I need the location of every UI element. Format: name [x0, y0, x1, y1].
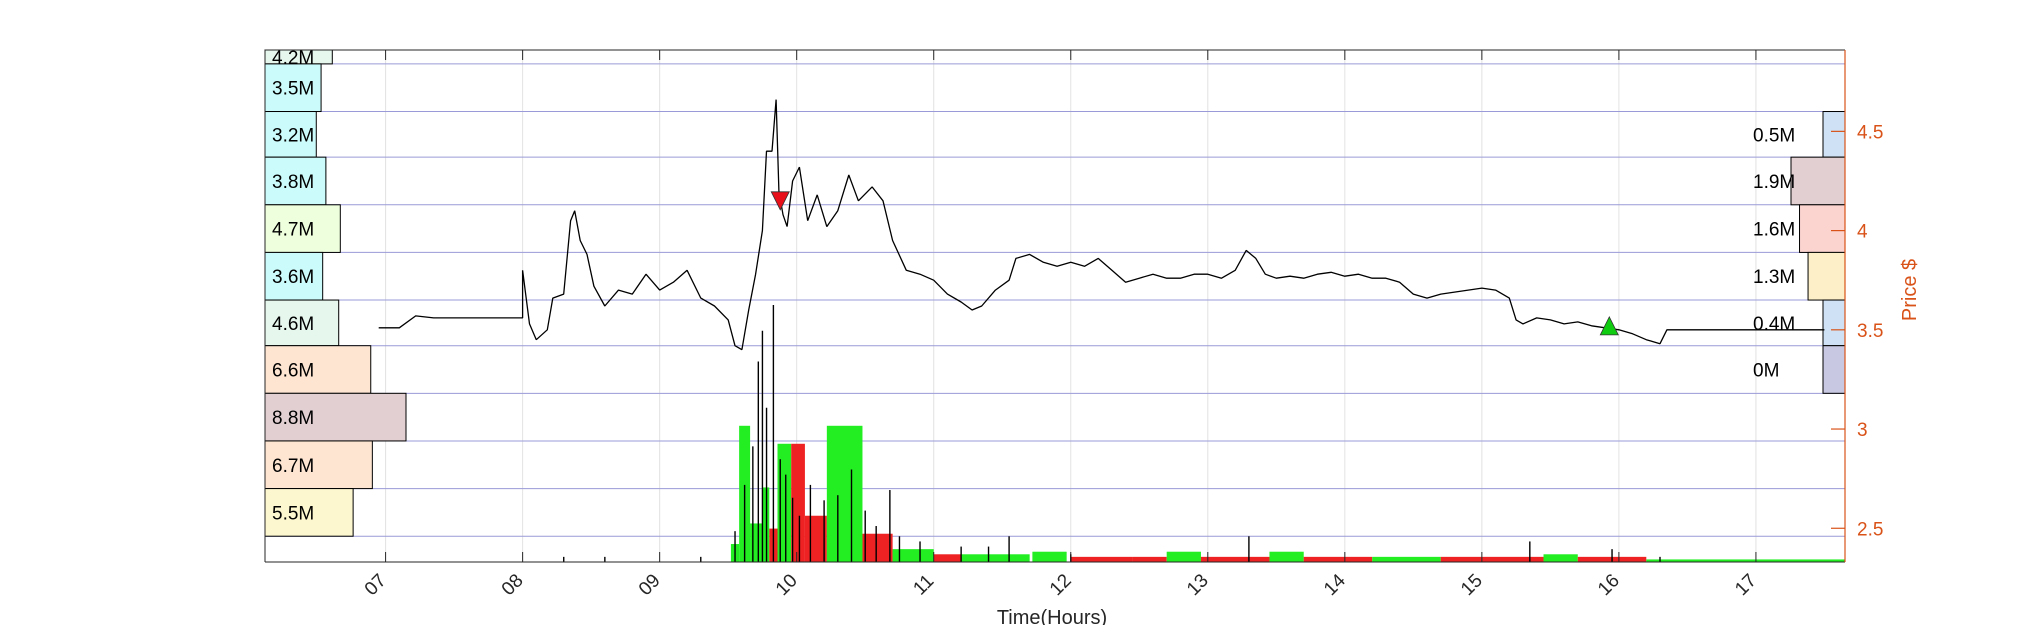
left-profile-bar — [264, 63, 322, 113]
volume-bar — [1646, 559, 1845, 562]
x-tick-label: 15 — [1457, 570, 1487, 600]
left-profile-label: 3.6M — [272, 267, 314, 288]
x-tick-label: 10 — [772, 570, 802, 600]
volume-bar — [892, 549, 934, 562]
right-profile-bar — [1807, 251, 1846, 301]
right-profile-bar — [1822, 111, 1846, 158]
y-tick-label: 4 — [1857, 222, 1868, 243]
left-profile-label: 5.5M — [272, 503, 314, 524]
x-tick-label: 13 — [1183, 570, 1213, 600]
left-profile-bar — [264, 440, 373, 490]
right-profile-bar — [1790, 156, 1846, 206]
left-profile-label: 3.5M — [272, 79, 314, 100]
right-profile-bar — [1822, 345, 1846, 394]
volume-bar — [1032, 551, 1067, 562]
left-profile-label: 4.6M — [272, 314, 314, 335]
right-profile-label: 0.4M — [1753, 314, 1795, 335]
volume-bar — [1269, 551, 1304, 562]
volume-bar — [1440, 556, 1544, 562]
buy-marker — [1599, 315, 1619, 336]
volume-bar — [1543, 554, 1578, 562]
left-profile-bar — [264, 488, 354, 537]
left-profile-bar — [264, 392, 407, 442]
y-tick-label: 3 — [1857, 420, 1868, 441]
left-profile-label: 6.7M — [272, 456, 314, 477]
right-profile-label: 1.9M — [1753, 172, 1795, 193]
volume-bar — [1070, 556, 1133, 562]
axes: 07 08 09 10 11 12 13 14 15 16 17 2.5 3 3.5 4 4.5 — [264, 49, 1883, 600]
y-tick-label: 2.5 — [1857, 519, 1883, 540]
left-profile-bar — [264, 156, 327, 206]
volume-bar — [750, 523, 763, 562]
right-profile-label: 1.6M — [1753, 220, 1795, 241]
x-tick-label: 16 — [1594, 570, 1624, 600]
x-tick-label: 07 — [361, 570, 391, 600]
left-profile-label: 3.2M — [272, 125, 314, 146]
left-profile-bar — [264, 111, 317, 158]
left-profile-label: 4.7M — [272, 220, 314, 241]
y-tick-label: 3.5 — [1857, 321, 1883, 342]
price-line — [378, 99, 1825, 351]
volume-bar — [1200, 556, 1270, 562]
sell-marker — [770, 191, 790, 211]
volume-bar — [862, 533, 893, 562]
right-profile-label: 0M — [1753, 361, 1779, 382]
left-profile-bar — [264, 299, 340, 347]
left-profile-label: 6.6M — [272, 361, 314, 382]
trade-markers — [770, 191, 1619, 336]
volume-bar — [933, 554, 962, 562]
left-profile-label: 8.8M — [272, 408, 314, 429]
right-profile-bar — [1799, 204, 1846, 253]
y-tick-label: 4.5 — [1857, 122, 1883, 143]
volume-bar — [1303, 556, 1373, 562]
right-profile-bar — [1822, 299, 1846, 347]
right-profile-label: 1.3M — [1753, 267, 1795, 288]
volume-bar — [961, 554, 1030, 562]
x-tick-label: 17 — [1731, 570, 1761, 600]
x-tick-label: 12 — [1046, 570, 1076, 600]
right-volume-profile: 0.5M 1.9M 1.6M 1.3M 0.4M 0M — [1753, 111, 1846, 394]
volume-bar — [1166, 551, 1201, 562]
left-profile-bar — [264, 251, 324, 301]
right-profile-label: 0.5M — [1753, 125, 1795, 146]
volume-bar — [1132, 556, 1167, 562]
x-axis-label: Time(Hours) — [997, 607, 1107, 625]
volume-bar — [826, 425, 863, 562]
x-tick-label: 08 — [498, 570, 528, 600]
left-profile-label: 3.8M — [272, 172, 314, 193]
x-tick-label: 11 — [909, 571, 938, 600]
grid — [265, 50, 1845, 562]
price-series — [378, 99, 1825, 351]
volume-bars — [563, 305, 1845, 562]
volume-bar — [791, 443, 805, 562]
left-volume-profile: 4.2M3.5M3.2M3.8M4.7M3.6M4.6M6.6M8.8M6.7M… — [264, 48, 407, 537]
y-axis-label: Price $ — [1899, 259, 1921, 321]
x-tick-label: 09 — [635, 570, 665, 600]
volume-bar — [1372, 556, 1441, 562]
x-tick-label: 14 — [1320, 570, 1350, 600]
